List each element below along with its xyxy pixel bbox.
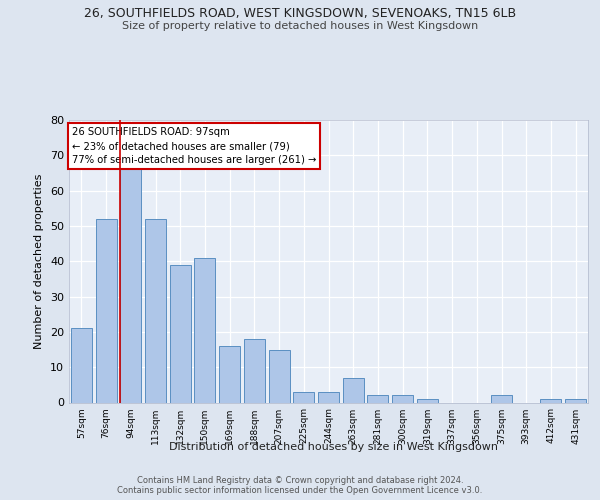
Bar	[145, 219, 166, 402]
Text: Size of property relative to detached houses in West Kingsdown: Size of property relative to detached ho…	[122, 21, 478, 31]
Text: 26 SOUTHFIELDS ROAD: 97sqm
← 23% of detached houses are smaller (79)
77% of semi: 26 SOUTHFIELDS ROAD: 97sqm ← 23% of deta…	[71, 127, 316, 165]
Text: Contains HM Land Registry data © Crown copyright and database right 2024.
Contai: Contains HM Land Registry data © Crown c…	[118, 476, 482, 495]
Bar	[541, 399, 562, 402]
Bar	[244, 339, 265, 402]
Bar	[269, 350, 290, 403]
Bar	[293, 392, 314, 402]
Bar	[392, 396, 413, 402]
Y-axis label: Number of detached properties: Number of detached properties	[34, 174, 44, 349]
Bar	[170, 265, 191, 402]
Bar	[491, 396, 512, 402]
Bar	[95, 219, 116, 402]
Bar	[417, 399, 438, 402]
Text: Distribution of detached houses by size in West Kingsdown: Distribution of detached houses by size …	[169, 442, 497, 452]
Bar	[71, 328, 92, 402]
Text: 26, SOUTHFIELDS ROAD, WEST KINGSDOWN, SEVENOAKS, TN15 6LB: 26, SOUTHFIELDS ROAD, WEST KINGSDOWN, SE…	[84, 8, 516, 20]
Bar	[219, 346, 240, 403]
Bar	[318, 392, 339, 402]
Bar	[367, 396, 388, 402]
Bar	[565, 399, 586, 402]
Bar	[120, 159, 141, 402]
Bar	[194, 258, 215, 402]
Bar	[343, 378, 364, 402]
